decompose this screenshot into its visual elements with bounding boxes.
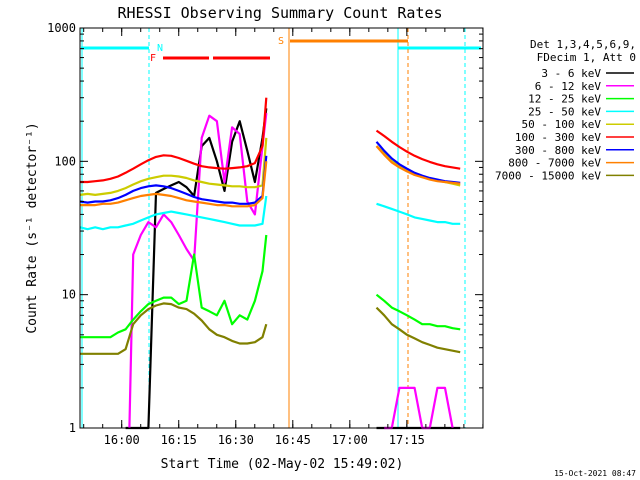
series-line-8-2: [375, 145, 461, 185]
series-line-9-2: [375, 306, 461, 354]
x-tick-label: 16:00: [104, 433, 140, 447]
y-tick-label: 1: [69, 421, 76, 435]
series-line-3-1: [80, 234, 268, 339]
legend-label: 50 - 100 keV: [522, 118, 602, 131]
x-tick-label: 17:15: [389, 433, 425, 447]
x-tick-label: 16:30: [218, 433, 254, 447]
series-line-3-2: [375, 293, 461, 331]
series-line-2-2: [384, 386, 454, 430]
series-line-6-2: [375, 129, 461, 170]
series-layer: [79, 97, 461, 430]
series-8: [80, 145, 461, 208]
series-line-1-1: [125, 108, 268, 430]
y-axis-label: Count Rate (s⁻¹ detector⁻¹): [25, 122, 40, 333]
series-line-6-1: [80, 97, 268, 184]
legend-label: 3 - 6 keV: [541, 67, 601, 80]
series-9: [80, 302, 461, 355]
annotation-layer: NF S: [81, 28, 481, 428]
x-tick-label: 16:45: [275, 433, 311, 447]
legend-header: FDecim 1, Att 0: [537, 51, 636, 64]
annotation-n: N: [157, 43, 163, 54]
series-line-2-1: [128, 112, 268, 429]
series-line-4-1: [79, 195, 268, 231]
series-line-7-1: [79, 155, 268, 205]
legend-label: 12 - 25 keV: [528, 93, 601, 106]
series-line-9-1: [80, 302, 268, 355]
footer-date: 15-Oct-2021 08:47: [554, 469, 636, 478]
legend-label: 100 - 300 keV: [515, 131, 601, 144]
series-3: [80, 234, 461, 339]
series-line-4-2: [376, 202, 461, 225]
series-6: [80, 97, 461, 184]
x-tick-label: 17:00: [332, 433, 368, 447]
legend-header: Det 1,3,4,5,6,9,: [530, 38, 636, 51]
legend: Det 1,3,4,5,6,9,FDecim 1, Att 0 3 - 6 keV…: [495, 38, 636, 182]
legend-label: 800 - 7000 keV: [508, 157, 601, 170]
y-tick-label: 1000: [47, 21, 76, 35]
series-line-8-1: [80, 161, 268, 208]
chart-title: RHESSI Observing Summary Count Rates: [117, 4, 442, 22]
legend-label: 25 - 50 keV: [528, 105, 601, 118]
annotation-f: F: [150, 53, 156, 64]
legend-label: 7000 - 15000 keV: [495, 169, 601, 182]
series-2: [128, 112, 454, 430]
legend-label: 6 - 12 keV: [535, 80, 602, 93]
x-tick-label: 16:15: [161, 433, 197, 447]
y-tick-label: 100: [54, 154, 76, 168]
series-line-5-1: [79, 137, 268, 196]
plot-frame: [79, 27, 484, 429]
axis-layer: 1 10 100 1000 16:00 16:15 16:30 16:45 17:00 17:15: [47, 21, 484, 447]
annotation-s: S: [278, 36, 284, 47]
series-4: [79, 195, 461, 231]
series-7: [79, 141, 461, 205]
legend-label: 300 - 800 keV: [515, 144, 601, 157]
x-axis-label: Start Time (02-May-02 15:49:02): [161, 457, 404, 472]
y-tick-label: 10: [62, 288, 76, 302]
